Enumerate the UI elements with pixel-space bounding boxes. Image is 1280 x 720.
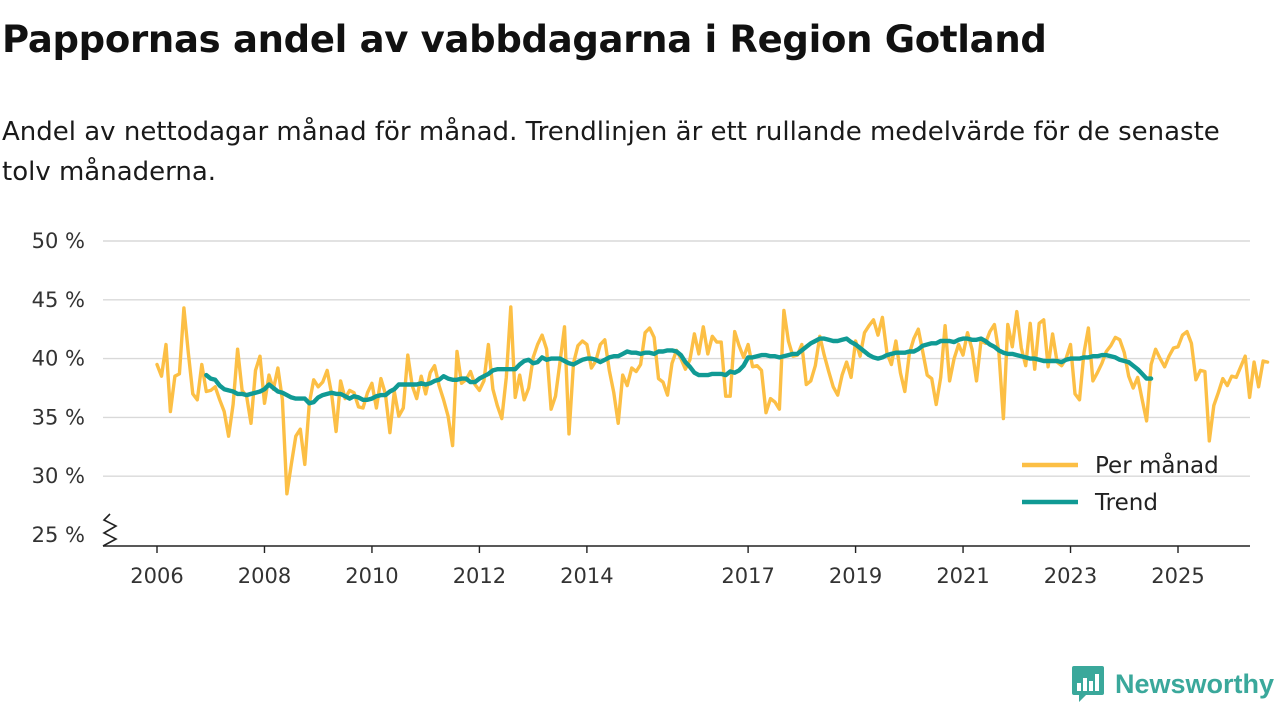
y-axis-break-icon xyxy=(102,513,118,547)
legend-label-per-manad: Per månad xyxy=(1095,451,1219,479)
x-tick-label: 2008 xyxy=(238,564,291,588)
brand-name: Newsworthy xyxy=(1114,668,1274,699)
chart-subtitle: Andel av nettodagar månad för månad. Tre… xyxy=(2,117,1220,187)
x-tick-label: 2010 xyxy=(345,564,398,588)
x-tick-label: 2017 xyxy=(721,564,774,588)
gridlines xyxy=(103,240,1250,477)
y-tick-label: 45 % xyxy=(32,288,85,312)
series-line-trend xyxy=(204,336,1154,406)
legend: Per månad Trend xyxy=(1022,451,1219,516)
series-line-per-manad xyxy=(155,305,1270,496)
y-tick-label: 35 % xyxy=(32,405,85,429)
page-title: Pappornas andel av vabbdagarna i Region … xyxy=(2,18,1047,61)
x-axis-tick-labels: 2006 2008 2010 2012 2014 2017 2019 2021 2023 2025 xyxy=(130,546,1205,588)
series-lines xyxy=(155,305,1270,496)
x-tick-label: 2023 xyxy=(1044,564,1097,588)
x-axis xyxy=(102,513,1250,547)
brand-logo: Newsworthy xyxy=(1071,664,1274,704)
legend-label-trend: Trend xyxy=(1094,490,1158,516)
x-tick-label: 2019 xyxy=(829,564,882,588)
y-axis-tick-labels: 25 % 30 % 35 % 40 % 45 % 50 % xyxy=(32,229,85,547)
x-tick-label: 2012 xyxy=(453,564,506,588)
y-tick-label: 40 % xyxy=(32,347,85,371)
bar-chart-bubble-icon xyxy=(1071,666,1104,702)
y-tick-label: 50 % xyxy=(32,229,85,253)
y-tick-label: 25 % xyxy=(32,523,85,547)
y-tick-label: 30 % xyxy=(32,464,85,488)
x-tick-label: 2006 xyxy=(130,564,183,588)
x-tick-label: 2014 xyxy=(560,564,613,588)
x-tick-label: 2025 xyxy=(1151,564,1204,588)
x-tick-label: 2021 xyxy=(936,564,989,588)
